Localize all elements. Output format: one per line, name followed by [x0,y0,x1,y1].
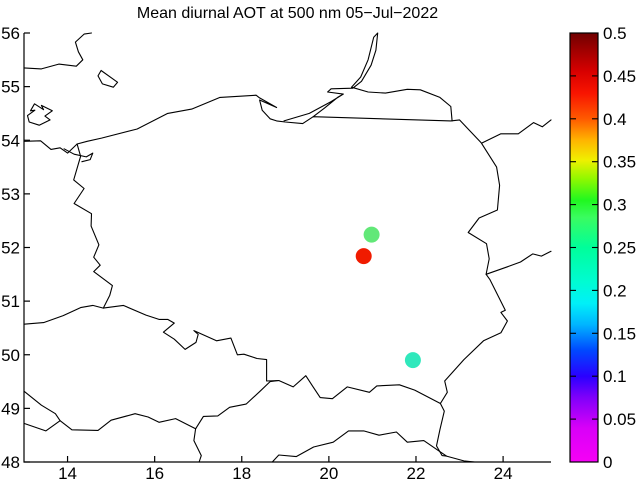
y-tick-label: 53 [1,185,20,204]
data-point[interactable] [355,248,372,265]
map-outline-czech-german-border-north [23,304,104,325]
map-outline-german-austrian-border [23,420,61,432]
data-point[interactable] [363,226,380,243]
x-tick-label: 24 [494,464,513,480]
colorbar-tick-label: 0.45 [603,67,636,86]
map-outline-belarus-ukraine-border [485,250,552,275]
y-tick-label: 48 [1,453,20,472]
colorbar-tick-label: 0.2 [603,281,627,300]
x-tick-label: 18 [232,464,251,480]
y-axis: 48 49 50 51 52 53 54 55 56 [1,24,30,472]
map-outline-czech-slovak-border [195,379,280,430]
map-outline-szczecin-lagoon [63,148,94,163]
y-tick-label: 51 [1,292,20,311]
map-outline-slovak-ukrainian-border [435,402,448,457]
x-tick-label: 16 [145,464,164,480]
y-tick-label: 55 [1,78,20,97]
y-tick-label: 50 [1,346,20,365]
colorbar: 0 0.05 0.1 0.15 0.2 0.25 0.3 0.35 0.4 0.45 0.5 [569,24,636,472]
x-tick-label: 20 [319,464,338,480]
map-outline-lithuania-belarus-border [481,119,552,144]
chart-title: Mean diurnal AOT at 500 nm 05−Jul−2022 [136,5,439,22]
x-tick-label: 22 [407,464,426,480]
y-tick-label: 49 [1,399,20,418]
map-outline-sambia-curonian-coast [327,32,453,122]
colorbar-tick-label: 0.5 [603,24,627,43]
map-outline-slovak-hungarian-border [271,430,476,463]
map-outline-bornholm-island [97,69,119,88]
map-outline-sweden-coast [23,32,93,70]
y-tick-label: 56 [1,24,20,43]
colorbar-tick-label: 0.4 [603,110,627,129]
colorbar-tick-label: 0.05 [603,410,636,429]
y-tick-label: 52 [1,239,20,258]
x-axis: 14 16 18 20 22 24 [58,456,513,480]
colorbar-tick-label: 0 [603,453,612,472]
axes [23,33,551,463]
map-outline-ruegen-island [26,103,53,126]
map-outline-poland [73,94,508,405]
colorbar-tick-label: 0.25 [603,239,636,258]
colorbar-tick-label: 0.3 [603,196,627,215]
y-tick-label: 54 [1,131,20,150]
x-tick-label: 14 [58,464,77,480]
map-outline-czech-austrian-border [59,413,197,431]
map-outline-slovak-austrian-border [193,428,202,463]
map-outlines [23,32,552,463]
map-outline-czech-german-border-south [23,390,61,422]
colorbar-tick-label: 0.35 [603,153,636,172]
data-points [355,226,421,369]
data-point[interactable] [404,352,421,369]
colorbar-tick-label: 0.15 [603,324,636,343]
colorbar-tick-label: 0.1 [603,367,627,386]
